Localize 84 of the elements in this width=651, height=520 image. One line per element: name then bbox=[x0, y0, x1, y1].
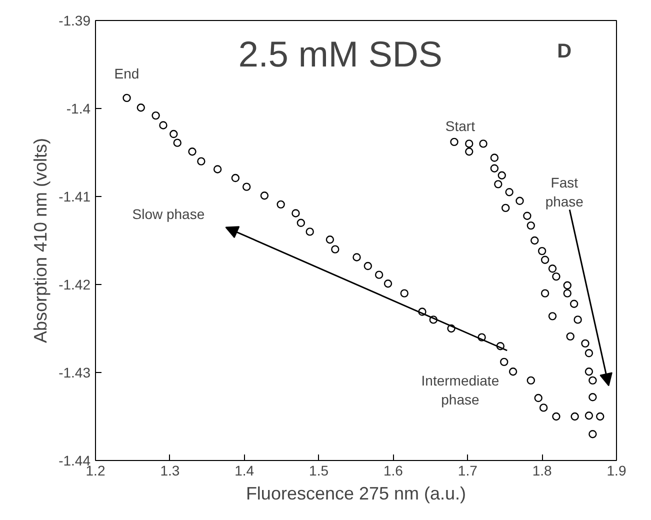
point bbox=[588, 393, 597, 402]
point bbox=[465, 140, 474, 148]
point bbox=[465, 148, 474, 156]
point bbox=[213, 165, 222, 174]
annotation: Start bbox=[445, 118, 476, 134]
x-tick-label: 1.4 bbox=[234, 462, 254, 478]
point bbox=[548, 312, 557, 320]
x-tick-label: 1.6 bbox=[383, 462, 404, 478]
point bbox=[173, 138, 182, 147]
point bbox=[479, 140, 488, 148]
point bbox=[188, 148, 196, 156]
point bbox=[326, 236, 334, 244]
point bbox=[136, 104, 145, 112]
y-tick-label: -1.4 bbox=[66, 100, 91, 116]
point bbox=[523, 212, 532, 220]
point bbox=[584, 349, 594, 358]
point bbox=[584, 368, 594, 376]
point bbox=[548, 264, 557, 273]
point bbox=[588, 430, 597, 438]
y-axis-title: Absorption 410 nm (volts) bbox=[30, 138, 51, 344]
point bbox=[516, 196, 524, 205]
point bbox=[570, 300, 578, 308]
point bbox=[596, 412, 604, 421]
annotation: D bbox=[557, 40, 572, 62]
point bbox=[292, 209, 300, 218]
point bbox=[570, 412, 579, 421]
chart-title: 2.5 mM SDS bbox=[238, 34, 442, 75]
annotation: End bbox=[114, 65, 140, 82]
point bbox=[364, 262, 372, 270]
point bbox=[242, 182, 251, 191]
point bbox=[450, 138, 458, 146]
point bbox=[526, 221, 536, 230]
point bbox=[588, 376, 597, 385]
point bbox=[374, 270, 384, 279]
point bbox=[540, 256, 550, 264]
point bbox=[581, 339, 590, 348]
annotation: Fast phase bbox=[545, 174, 584, 210]
point bbox=[122, 94, 131, 102]
point bbox=[526, 376, 536, 385]
x-tick-label: 1.7 bbox=[458, 462, 478, 478]
point bbox=[538, 246, 546, 256]
point bbox=[574, 316, 582, 324]
point bbox=[552, 272, 560, 281]
point bbox=[170, 130, 178, 138]
y-tick-label: -1.41 bbox=[58, 188, 91, 204]
point bbox=[566, 332, 574, 341]
point bbox=[260, 192, 269, 200]
point bbox=[197, 157, 206, 166]
point bbox=[552, 412, 560, 421]
x-tick-label: 1.5 bbox=[309, 462, 329, 478]
point bbox=[276, 200, 285, 209]
point bbox=[563, 289, 572, 298]
point bbox=[159, 121, 168, 130]
point bbox=[540, 289, 550, 298]
point bbox=[508, 368, 518, 376]
point bbox=[306, 228, 314, 236]
point bbox=[563, 281, 572, 290]
annotation: Intermediate phase bbox=[421, 372, 500, 408]
y-tick-label: -1.39 bbox=[58, 12, 91, 28]
point bbox=[534, 394, 542, 402]
point bbox=[494, 180, 502, 188]
point bbox=[584, 412, 594, 420]
y-tick-label: -1.43 bbox=[58, 364, 91, 380]
point bbox=[500, 358, 508, 366]
point bbox=[502, 204, 510, 212]
point bbox=[498, 171, 506, 180]
x-axis-title: Fluorescence 275 nm (a.u.) bbox=[246, 484, 466, 504]
point bbox=[490, 164, 499, 172]
y-tick-label: -1.42 bbox=[58, 276, 91, 292]
point bbox=[490, 154, 499, 162]
x-tick-label: 1.3 bbox=[160, 462, 180, 478]
point bbox=[530, 236, 539, 245]
point bbox=[539, 404, 548, 412]
annotation: Slow phase bbox=[132, 206, 205, 222]
point bbox=[331, 245, 340, 254]
point bbox=[296, 218, 306, 227]
x-tick-label: 1.9 bbox=[606, 462, 626, 478]
point bbox=[400, 289, 408, 298]
point bbox=[384, 280, 392, 288]
point bbox=[152, 111, 160, 120]
x-tick-label: 1.8 bbox=[532, 462, 552, 478]
point bbox=[352, 253, 361, 262]
point bbox=[505, 188, 514, 196]
point bbox=[231, 174, 240, 182]
